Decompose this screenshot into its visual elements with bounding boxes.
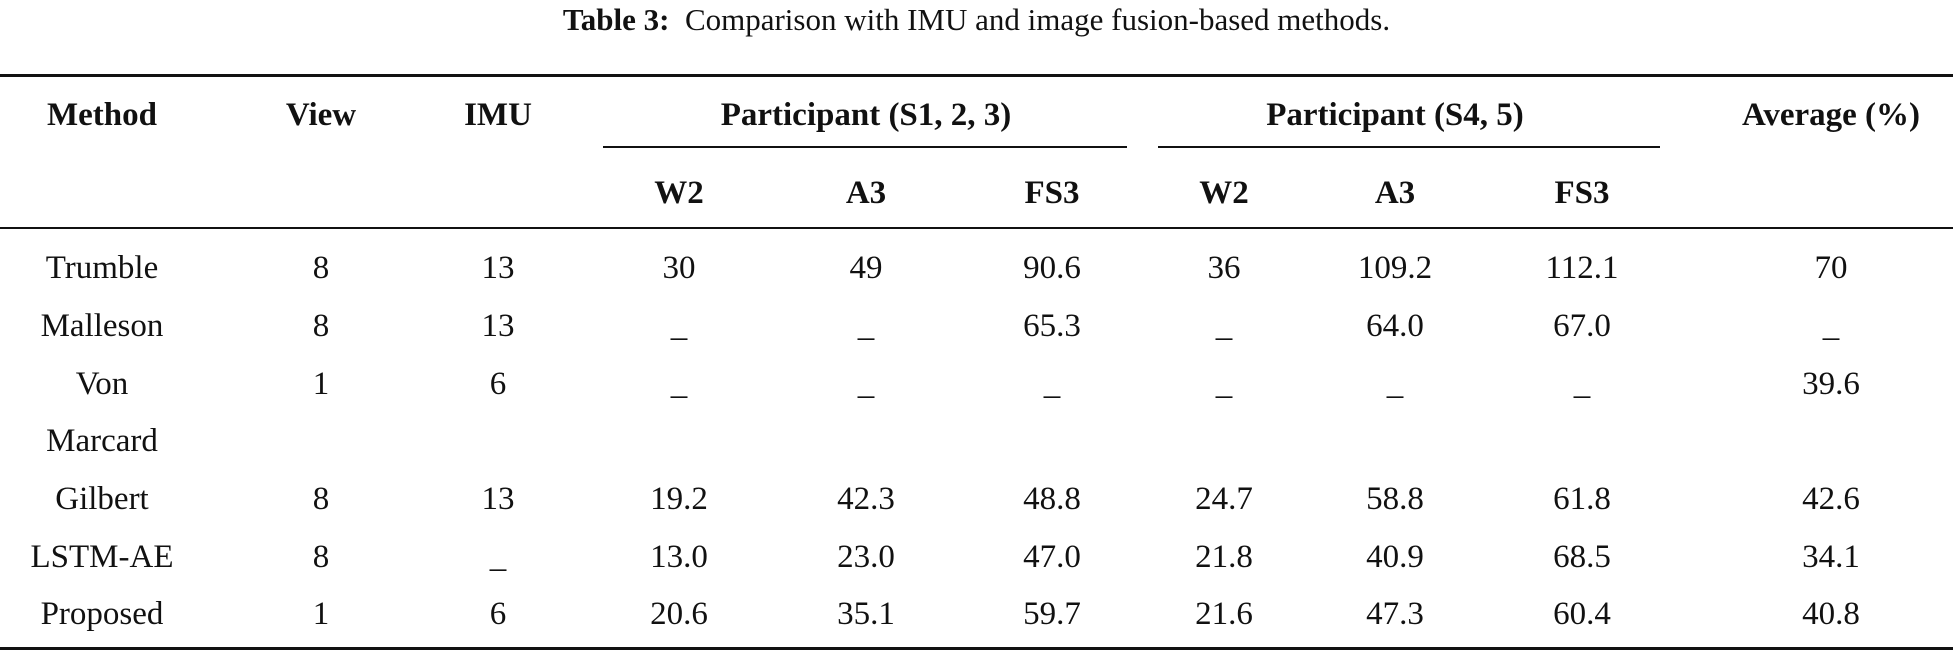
table-cell: 47.0 <box>1023 539 1081 575</box>
caption-label: Table 3: <box>562 2 670 37</box>
subcolumn-header: A3 <box>845 175 887 211</box>
table-cell: 35.1 <box>837 596 895 632</box>
table-cell: 40.8 <box>1802 596 1860 632</box>
subcolumn-header: A3 <box>1374 175 1416 211</box>
table-cell: 49 <box>849 250 883 286</box>
caption-text: Comparison with IMU and image fusion-bas… <box>684 2 1391 37</box>
column-header: Method <box>47 97 157 133</box>
table-cell: _ <box>670 308 688 344</box>
table-cell: 68.5 <box>1553 539 1611 575</box>
table-cell: 13.0 <box>650 539 708 575</box>
table-cell: _ <box>1215 308 1233 344</box>
method-name: Von Marcard <box>46 366 158 459</box>
top-rule <box>0 74 1953 77</box>
method-name: Trumble <box>45 250 159 286</box>
subcolumn-header: FS3 <box>1024 175 1080 211</box>
subcolumn-header: W2 <box>654 175 704 211</box>
header-rule <box>0 227 1953 229</box>
table-cell: _ <box>1573 366 1591 402</box>
table-cell: _ <box>1386 366 1404 402</box>
table-cell: _ <box>1215 366 1233 402</box>
table-cell: 21.8 <box>1195 539 1253 575</box>
table-cell: 61.8 <box>1553 481 1611 517</box>
column-header: View <box>285 97 357 133</box>
group-underline <box>1158 146 1660 148</box>
method-name: LSTM-AE <box>30 539 174 575</box>
table-cell: 90.6 <box>1023 250 1081 286</box>
table-cell: 6 <box>489 596 507 632</box>
table-cell: 59.7 <box>1023 596 1081 632</box>
table-cell: 42.6 <box>1802 481 1860 517</box>
group-header: Participant (S4, 5) <box>1266 97 1524 133</box>
table-cell: 20.6 <box>650 596 708 632</box>
group-header: Participant (S1, 2, 3) <box>720 97 1012 133</box>
table-cell: 13 <box>481 308 515 344</box>
table-cell: 1 <box>312 596 330 632</box>
column-header: Average (%) <box>1741 97 1921 133</box>
bottom-rule <box>0 647 1953 650</box>
table-cell: 8 <box>312 539 330 575</box>
table-cell: _ <box>857 366 875 402</box>
table-cell: _ <box>1043 366 1061 402</box>
table-cell: 13 <box>481 481 515 517</box>
method-name: Proposed <box>40 596 164 632</box>
table-cell: 39.6 <box>1802 366 1860 402</box>
table-cell: 58.8 <box>1366 481 1424 517</box>
table-cell: 1 <box>312 366 330 402</box>
subcolumn-header: FS3 <box>1554 175 1610 211</box>
table-cell: 67.0 <box>1553 308 1611 344</box>
table-cell: 19.2 <box>650 481 708 517</box>
table-cell: 42.3 <box>837 481 895 517</box>
table-cell: 34.1 <box>1802 539 1860 575</box>
table-cell: 30 <box>662 250 696 286</box>
table-cell: 36 <box>1207 250 1241 286</box>
group-underline <box>603 146 1127 148</box>
table-cell: 47.3 <box>1366 596 1424 632</box>
table-cell: 70 <box>1814 250 1848 286</box>
table-cell: 60.4 <box>1553 596 1611 632</box>
subcolumn-header: W2 <box>1199 175 1249 211</box>
method-name: Gilbert <box>55 481 149 517</box>
table-cell: 23.0 <box>837 539 895 575</box>
column-header: IMU <box>464 97 532 133</box>
table-cell: _ <box>1822 308 1840 344</box>
table-cell: _ <box>857 308 875 344</box>
caption: Table 3: Comparison with IMU and image f… <box>0 0 1953 40</box>
table-cell: 13 <box>481 250 515 286</box>
table-cell: 8 <box>312 308 330 344</box>
table-cell: 8 <box>312 250 330 286</box>
table-cell: 112.1 <box>1545 250 1619 286</box>
table-cell: 65.3 <box>1023 308 1081 344</box>
table-cell: 8 <box>312 481 330 517</box>
table-cell: _ <box>489 539 507 575</box>
table-cell: _ <box>670 366 688 402</box>
table-cell: 64.0 <box>1366 308 1424 344</box>
method-name: Malleson <box>40 308 164 344</box>
table-cell: 24.7 <box>1195 481 1253 517</box>
table-cell: 21.6 <box>1195 596 1253 632</box>
table-cell: 6 <box>489 366 507 402</box>
table-cell: 48.8 <box>1023 481 1081 517</box>
table-cell: 40.9 <box>1366 539 1424 575</box>
table-cell: 109.2 <box>1357 250 1433 286</box>
